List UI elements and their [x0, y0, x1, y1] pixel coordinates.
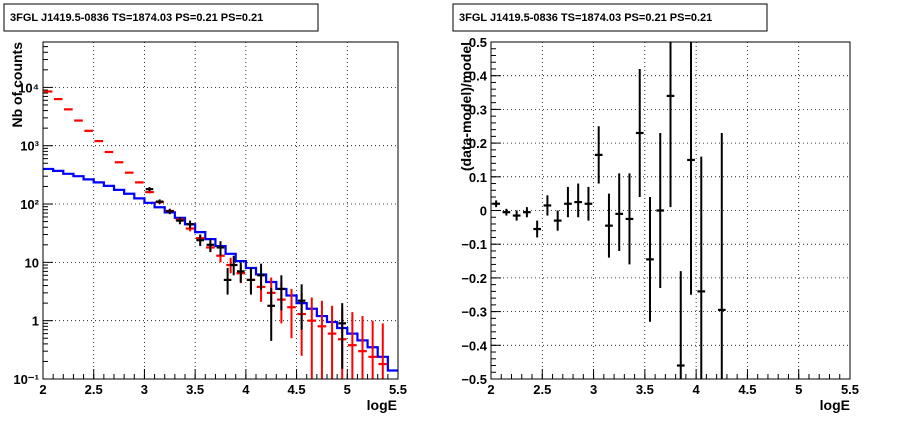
- y-tick-label: −0.2: [461, 271, 487, 286]
- y-tick-label: 0: [480, 204, 487, 219]
- x-tick-label: 4.5: [288, 382, 306, 397]
- y-tick-label: 0.1: [469, 170, 487, 185]
- residuals-chart: 3FGL J1419.5-0836 TS=1874.03 PS=0.21 PS=…: [452, 3, 859, 413]
- y-tick-label: 10³: [20, 139, 39, 154]
- y-tick-label: 0.3: [469, 102, 487, 117]
- plot-frame: [42, 41, 399, 380]
- chart-title-box: [3, 3, 319, 32]
- x-tick-label: 4: [242, 382, 250, 397]
- y-tick-label: 0.5: [469, 35, 487, 50]
- counts-spectrum-chart: 3FGL J1419.5-0836 TS=1874.03 PS=0.21 PS=…: [3, 3, 407, 413]
- x-axis-label: logE: [820, 397, 850, 413]
- y-axis-label: Nb of counts: [9, 42, 25, 128]
- x-tick-label: 5.5: [389, 382, 407, 397]
- chart-title-box: [452, 3, 768, 32]
- y-tick-label: −0.1: [461, 237, 487, 252]
- x-tick-label: 4: [693, 382, 701, 397]
- x-tick-label: 2.5: [533, 382, 551, 397]
- y-tick-label: 0.4: [469, 69, 488, 84]
- x-tick-label: 2.5: [85, 382, 103, 397]
- chart-title: 3FGL J1419.5-0836 TS=1874.03 PS=0.21 PS=…: [459, 12, 712, 24]
- x-tick-label: 5: [795, 382, 802, 397]
- chart-title: 3FGL J1419.5-0836 TS=1874.03 PS=0.21 PS=…: [10, 12, 263, 24]
- x-tick-label: 4.5: [738, 382, 756, 397]
- y-axis-label: (data-model)/model: [458, 42, 474, 171]
- y-tick-label: 10: [25, 255, 39, 270]
- x-tick-label: 3: [141, 382, 148, 397]
- y-tick-label: −0.5: [461, 372, 487, 387]
- x-tick-label: 2: [39, 382, 46, 397]
- x-tick-label: 5.5: [841, 382, 859, 397]
- y-tick-label: −0.4: [461, 338, 487, 353]
- x-tick-label: 5: [344, 382, 351, 397]
- y-tick-label: 1: [32, 314, 39, 329]
- x-tick-label: 3.5: [636, 382, 654, 397]
- y-tick-label: 10⁻¹: [13, 372, 39, 387]
- y-tick-label: 10⁴: [18, 80, 39, 95]
- x-tick-label: 3.5: [186, 382, 204, 397]
- plot-frame: [490, 41, 851, 380]
- x-tick-label: 2: [487, 382, 494, 397]
- y-tick-label: −0.3: [461, 305, 487, 320]
- y-tick-label: 0.2: [469, 136, 487, 151]
- x-axis-label: logE: [367, 397, 397, 413]
- x-tick-label: 3: [590, 382, 597, 397]
- y-tick-label: 10²: [20, 197, 39, 212]
